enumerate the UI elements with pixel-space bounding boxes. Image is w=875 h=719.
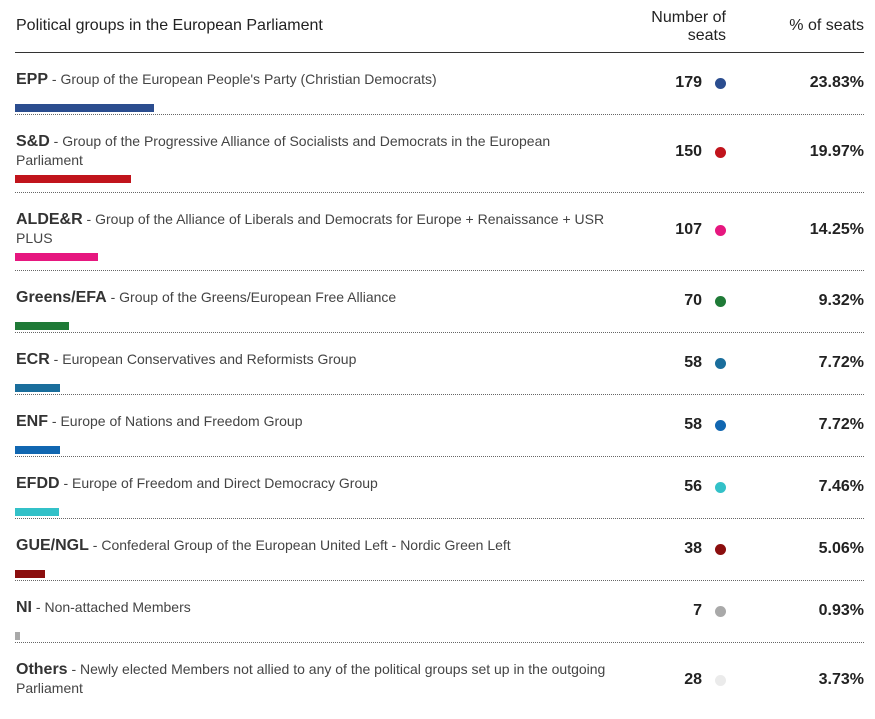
seat-count: 150 <box>675 143 702 160</box>
table-row: ALDE&R - Group of the Alliance of Libera… <box>15 193 864 271</box>
seat-percentage: 3.73% <box>818 671 864 688</box>
group-description: ALDE&R - Group of the Alliance of Libera… <box>16 210 606 247</box>
seat-share-bar <box>15 508 59 516</box>
group-description: ENF - Europe of Nations and Freedom Grou… <box>16 412 606 431</box>
separator: - <box>67 661 81 677</box>
group-abbreviation: S&D <box>16 133 50 150</box>
group-color-dot-icon <box>715 358 726 369</box>
seat-percentage: 23.83% <box>809 74 864 91</box>
seat-share-bar <box>15 632 21 640</box>
group-description: EPP - Group of the European People's Par… <box>16 70 606 89</box>
seat-percentage: 7.72% <box>818 354 864 371</box>
group-color-dot-icon <box>715 482 726 493</box>
table-row: EFDD - Europe of Freedom and Direct Demo… <box>15 457 864 519</box>
group-color-dot-icon <box>715 606 726 617</box>
seat-percentage: 7.46% <box>818 478 864 495</box>
group-description: EFDD - Europe of Freedom and Direct Demo… <box>16 474 606 493</box>
group-color-dot-icon <box>715 675 726 686</box>
group-color-dot-icon <box>715 147 726 158</box>
separator: - <box>88 537 102 553</box>
separator: - <box>48 71 61 87</box>
seat-count: 179 <box>675 74 702 91</box>
group-description: S&D - Group of the Progressive Alliance … <box>16 132 606 169</box>
table-row: GUE/NGL - Confederal Group of the Europe… <box>15 519 864 581</box>
group-name: Newly elected Members not allied to any … <box>16 661 606 696</box>
group-description: Greens/EFA - Group of the Greens/Europea… <box>16 288 606 307</box>
seats-header-line2: seats <box>687 27 726 44</box>
separator: - <box>49 351 63 367</box>
table-row: NI - Non-attached Members 7 0.93% <box>15 581 864 643</box>
seat-percentage: 0.93% <box>818 602 864 619</box>
table-row: Greens/EFA - Group of the Greens/Europea… <box>15 271 864 333</box>
group-name: Europe of Nations and Freedom Group <box>60 413 303 429</box>
percent-column-header: % of seats <box>789 17 864 34</box>
group-abbreviation: Others <box>16 661 68 678</box>
seat-percentage: 19.97% <box>809 143 864 160</box>
group-description: ECR - European Conservatives and Reformi… <box>16 350 606 369</box>
seat-count: 58 <box>684 354 702 371</box>
political-groups-table: Political groups in the European Parliam… <box>15 0 864 719</box>
group-name: Group of the Progressive Alliance of Soc… <box>16 133 551 168</box>
group-abbreviation: ENF <box>16 413 48 430</box>
seat-count: 70 <box>684 292 702 309</box>
group-name: Group of the European People's Party (Ch… <box>60 71 437 87</box>
seat-share-bar <box>15 384 61 392</box>
seat-share-bar <box>15 322 70 330</box>
group-description: GUE/NGL - Confederal Group of the Europe… <box>16 536 606 555</box>
separator: - <box>49 133 63 149</box>
group-abbreviation: ECR <box>16 351 50 368</box>
table-row: ENF - Europe of Nations and Freedom Grou… <box>15 395 864 457</box>
separator: - <box>59 475 73 491</box>
seat-percentage: 5.06% <box>818 540 864 557</box>
group-name: European Conservatives and Reformists Gr… <box>62 351 357 367</box>
separator: - <box>106 289 120 305</box>
group-color-dot-icon <box>715 78 726 89</box>
group-color-dot-icon <box>715 420 726 431</box>
separator: - <box>82 211 96 227</box>
table-title: Political groups in the European Parliam… <box>16 17 323 34</box>
seat-share-bar <box>15 446 61 454</box>
seat-count: 56 <box>684 478 702 495</box>
table-row: Others - Newly elected Members not allie… <box>15 643 864 719</box>
group-description: Others - Newly elected Members not allie… <box>16 660 606 697</box>
table-row: S&D - Group of the Progressive Alliance … <box>15 115 864 193</box>
seat-percentage: 14.25% <box>809 221 864 238</box>
group-name: Group of the Alliance of Liberals and De… <box>16 211 605 246</box>
seat-count: 7 <box>693 602 702 619</box>
group-abbreviation: Greens/EFA <box>16 289 107 306</box>
seat-percentage: 9.32% <box>818 292 864 309</box>
seat-count: 38 <box>684 540 702 557</box>
group-abbreviation: EPP <box>16 71 49 88</box>
seat-share-bar <box>15 175 132 183</box>
seat-share-bar <box>15 253 99 261</box>
separator: - <box>48 413 61 429</box>
group-abbreviation: NI <box>16 599 32 616</box>
group-abbreviation: GUE/NGL <box>16 537 89 554</box>
group-abbreviation: ALDE&R <box>16 211 83 228</box>
group-color-dot-icon <box>715 544 726 555</box>
group-color-dot-icon <box>715 225 726 236</box>
group-name: Group of the Greens/European Free Allian… <box>119 289 397 305</box>
seat-count: 107 <box>675 221 702 238</box>
group-name: Europe of Freedom and Direct Democracy G… <box>72 475 378 491</box>
seat-share-bar <box>15 570 45 578</box>
seat-count: 28 <box>684 671 702 688</box>
group-color-dot-icon <box>715 296 726 307</box>
group-abbreviation: EFDD <box>16 475 60 492</box>
table-row: EPP - Group of the European People's Par… <box>15 53 864 115</box>
seat-count: 58 <box>684 416 702 433</box>
seats-column-header: Number of seats <box>651 9 726 45</box>
group-description: NI - Non-attached Members <box>16 598 606 617</box>
seats-header-line1: Number of <box>651 9 726 26</box>
seat-share-bar <box>15 104 154 112</box>
group-rows: EPP - Group of the European People's Par… <box>15 53 864 719</box>
seat-percentage: 7.72% <box>818 416 864 433</box>
table-row: ECR - European Conservatives and Reformi… <box>15 333 864 395</box>
table-header: Political groups in the European Parliam… <box>15 0 864 53</box>
separator: - <box>32 599 45 615</box>
group-name: Non-attached Members <box>44 599 191 615</box>
group-name: Confederal Group of the European United … <box>101 537 511 553</box>
